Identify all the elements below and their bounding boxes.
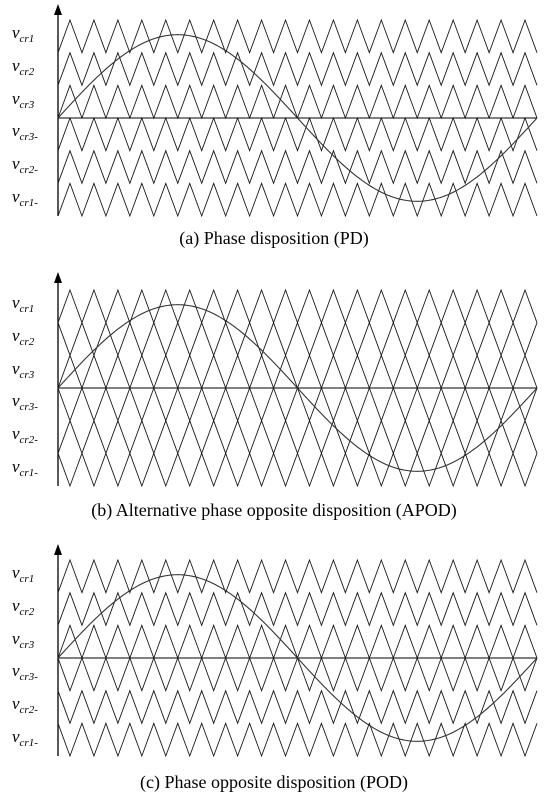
band-label-subscript: cr3 (19, 98, 35, 111)
carrier-wave-cr2- (57, 689, 538, 725)
band-label-cr2: vcr2 (12, 57, 34, 78)
band-label-subscript: cr1 (19, 573, 35, 586)
reference-sine-wave (57, 574, 538, 742)
band-label-variable: v (12, 628, 20, 648)
band-label-subscript: cr1 (19, 303, 35, 316)
band-label-subscript: cr2 (19, 606, 35, 618)
band-label-cr2: vcr2 (12, 327, 34, 348)
band-label-cr1-: vcr1- (12, 728, 38, 749)
reference-sine-wave (57, 304, 538, 472)
panel-apod: vcr1 vcr2 vcr3 vcr3- vcr2- vcr1- (b) Alternati… (0, 268, 548, 540)
band-label-variable: v (12, 661, 20, 681)
band-label-cr2-: vcr2- (12, 155, 38, 176)
band-label-variable: v (12, 456, 20, 476)
carrier-wave-cr1 (57, 558, 538, 594)
carrier-wave-cr2- (57, 149, 538, 185)
carrier-wave-cr3- (57, 386, 538, 422)
band-label-subscript: cr1- (19, 736, 38, 749)
band-label-cr1-: vcr1- (12, 458, 38, 479)
band-label-subscript: cr3- (19, 401, 38, 414)
panel-caption: (c) Phase opposite disposition (POD) (140, 772, 408, 792)
carrier-wave-cr1 (57, 18, 538, 54)
band-label-variable: v (12, 391, 20, 411)
band-label-variable: v (12, 424, 20, 443)
band-label-subscript: cr2- (19, 434, 38, 446)
carrier-wave-cr2- (57, 419, 538, 455)
diagram-svg (54, 272, 538, 488)
band-label-cr3: vcr3 (12, 360, 34, 381)
band-label-variable: v (12, 88, 20, 108)
carrier-wave-cr1- (57, 722, 538, 758)
band-label-subscript: cr3 (19, 368, 35, 381)
band-label-variable: v (12, 186, 20, 206)
band-label-cr3: vcr3 (12, 630, 34, 651)
carrier-wave-cr2 (57, 591, 538, 627)
band-label-cr2-: vcr2- (12, 695, 38, 716)
carrier-wave-cr2 (57, 321, 538, 357)
band-label-subscript: cr3 (19, 638, 35, 651)
y-axis-arrow-icon (54, 544, 62, 555)
band-label-subscript: cr1- (19, 196, 38, 209)
carrier-wave-cr3 (57, 624, 538, 660)
carrier-wave-cr1 (57, 288, 538, 324)
band-label-cr3-: vcr3- (12, 662, 38, 683)
band-label-variable: v (12, 563, 20, 583)
y-axis-arrow-icon (54, 4, 62, 15)
band-label-subscript: cr3- (19, 131, 38, 144)
band-label-cr1: vcr1 (12, 294, 34, 315)
band-label-variable: v (12, 121, 20, 141)
carrier-wave-cr1- (57, 182, 538, 218)
band-label-subscript: cr2 (19, 336, 35, 348)
band-label-cr2: vcr2 (12, 597, 34, 618)
panel-caption: (a) Phase disposition (PD) (179, 228, 369, 248)
band-label-subscript: cr2- (19, 164, 38, 176)
y-axis-arrow-icon (54, 272, 62, 283)
band-label-cr3-: vcr3- (12, 122, 38, 143)
carrier-wave-cr3- (57, 656, 538, 692)
band-label-cr1: vcr1 (12, 564, 34, 585)
band-label-variable: v (12, 726, 20, 746)
band-label-subscript: cr1- (19, 466, 38, 479)
band-label-subscript: cr3- (19, 671, 38, 684)
panel-pd: vcr1 vcr2 vcr3 vcr3- vcr2- vcr1- (a) Phase dis… (0, 0, 548, 268)
panel-pod: vcr1 vcr2 vcr3 vcr3- vcr2- vcr1- (c) Phase opp… (0, 540, 548, 808)
band-label-subscript: cr1 (19, 33, 35, 46)
band-label-subscript: cr2- (19, 704, 38, 716)
band-label-subscript: cr2 (19, 66, 35, 78)
band-label-cr3: vcr3 (12, 90, 34, 111)
diagram-svg (54, 4, 538, 218)
band-label-cr3-: vcr3- (12, 392, 38, 413)
reference-sine-wave (57, 34, 538, 202)
band-label-variable: v (12, 154, 20, 173)
carrier-wave-cr3- (57, 116, 538, 152)
band-label-cr1-: vcr1- (12, 188, 38, 209)
carrier-wave-cr2 (57, 51, 538, 87)
panel-caption: (b) Alternative phase opposite dispositi… (91, 500, 457, 520)
band-label-variable: v (12, 326, 20, 345)
band-label-variable: v (12, 23, 20, 43)
band-label-variable: v (12, 596, 20, 615)
carrier-wave-cr1- (57, 452, 538, 488)
carrier-wave-cr3 (57, 354, 538, 390)
band-label-variable: v (12, 694, 20, 713)
band-label-cr2-: vcr2- (12, 425, 38, 446)
band-label-variable: v (12, 358, 20, 378)
band-label-variable: v (12, 56, 20, 75)
band-label-variable: v (12, 293, 20, 313)
carrier-wave-cr3 (57, 84, 538, 120)
diagram-svg (54, 544, 538, 758)
band-label-cr1: vcr1 (12, 24, 34, 45)
